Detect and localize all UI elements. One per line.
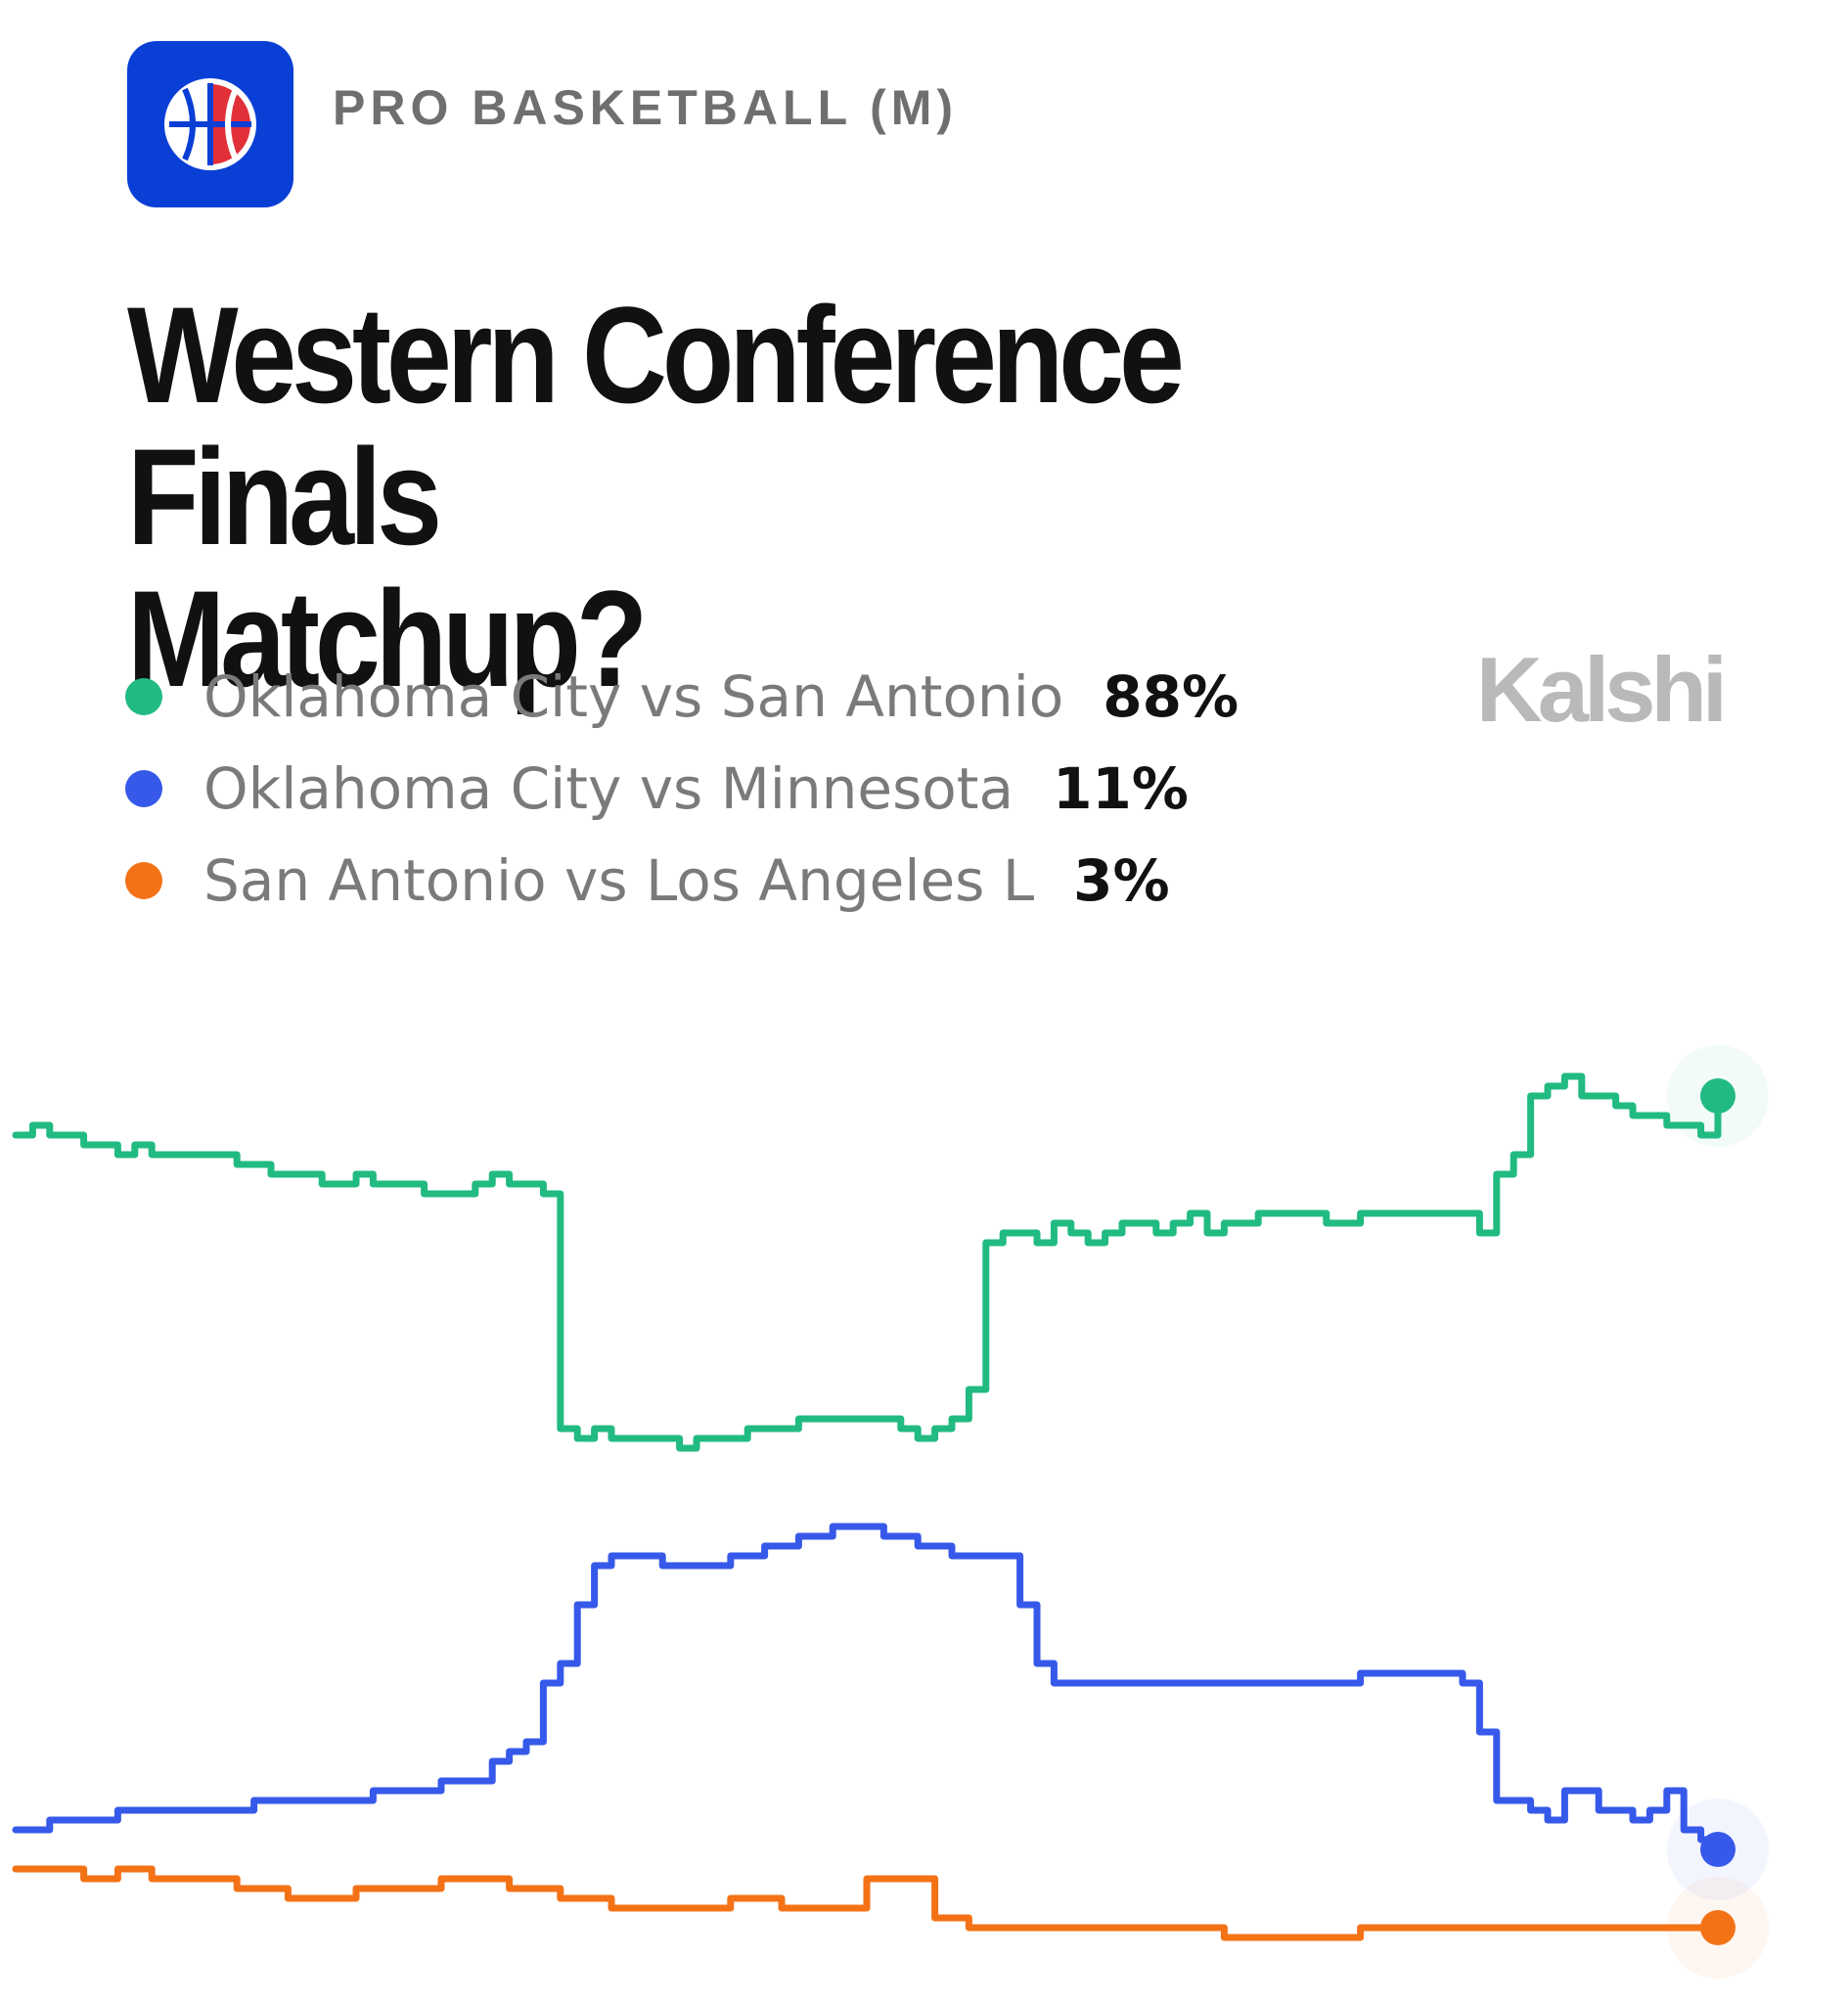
legend-item: Oklahoma City vs San Antonio 88% [125, 651, 1239, 743]
endpoint-dot [1700, 1832, 1735, 1867]
series-line [12, 1523, 1722, 1853]
legend-label: Oklahoma City vs Minnesota [203, 755, 1014, 822]
legend-label: San Antonio vs Los Angeles L [203, 847, 1035, 914]
legend-value: 88% [1103, 663, 1240, 730]
legend-dot [125, 678, 162, 715]
legend-dot [125, 862, 162, 899]
app-icon [127, 41, 293, 207]
series-line [12, 1865, 1722, 1941]
endpoint-dot [1700, 1078, 1735, 1114]
legend: Oklahoma City vs San Antonio 88% Oklahom… [125, 651, 1239, 927]
legend-label: Oklahoma City vs San Antonio [203, 663, 1064, 730]
basketball-icon [164, 78, 256, 170]
brand-logo: Kalshi [1475, 638, 1728, 741]
legend-item: Oklahoma City vs Minnesota 11% [125, 743, 1239, 835]
series-line [12, 1072, 1722, 1452]
legend-value: 11% [1053, 755, 1189, 822]
page-title: Western Conference Finals Matchup? [127, 278, 1185, 715]
category-label: PRO BASKETBALL (M) [333, 80, 959, 135]
legend-value: 3% [1073, 847, 1170, 914]
legend-dot [125, 770, 162, 807]
line-chart [12, 1045, 1769, 1979]
endpoint-dot [1700, 1910, 1735, 1945]
legend-item: San Antonio vs Los Angeles L 3% [125, 835, 1239, 927]
